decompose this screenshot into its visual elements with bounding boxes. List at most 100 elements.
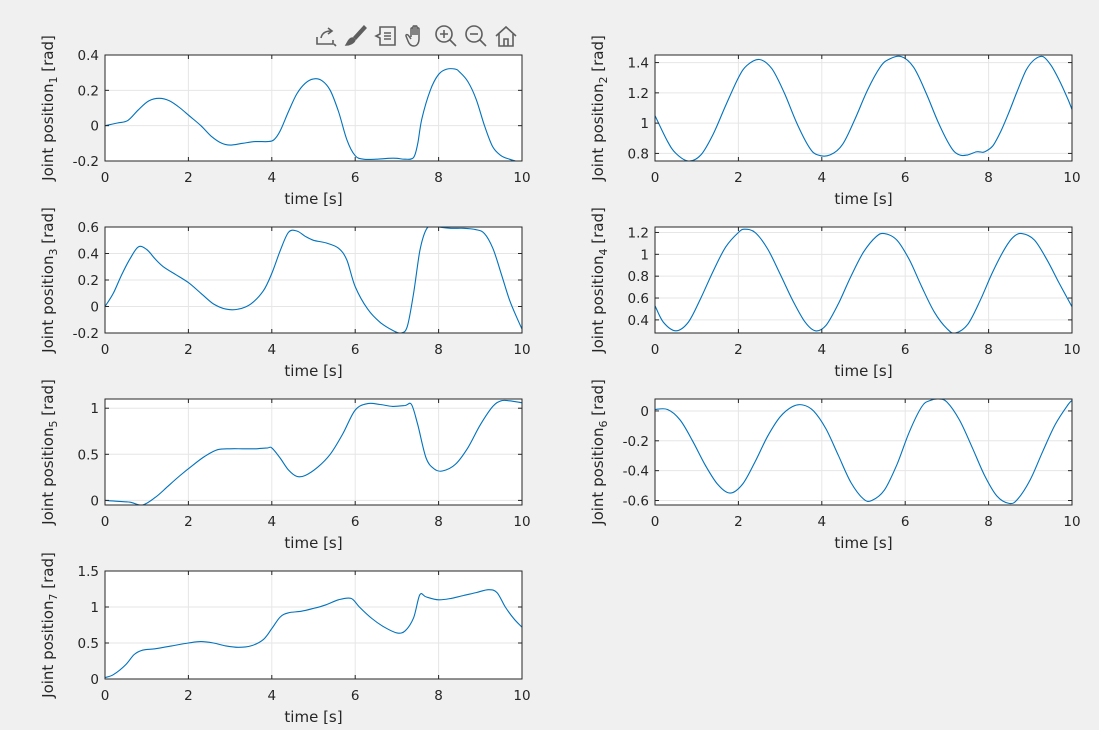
axes-box: [654, 226, 1073, 334]
subplot-4[interactable]: 0 2 4 6 8 10 0.4 0.6 0.8 1 1.2 time [s] Joint positi…: [589, 207, 1081, 380]
x-tick-label: 0: [651, 170, 660, 186]
x-tick-label: 0: [101, 342, 110, 358]
zoom-out-button[interactable]: [462, 22, 490, 50]
y-tick-label: 0.2: [78, 83, 99, 99]
axes-toolbar: [312, 22, 520, 50]
y-tick-label: 1.5: [78, 564, 99, 580]
axes-background: [105, 571, 522, 679]
x-tick-label: 4: [818, 170, 827, 186]
x-axis-label: time [s]: [834, 534, 892, 552]
x-axis-label: time [s]: [284, 534, 342, 552]
data-tips-button[interactable]: [372, 22, 400, 50]
series-line-1: [655, 55, 1072, 161]
axes-background: [655, 227, 1072, 333]
y-label-suffix: [rad]: [39, 379, 57, 420]
y-tick-label: -0.2: [73, 154, 99, 170]
export-button[interactable]: [312, 22, 340, 50]
x-tick-label: 8: [984, 514, 993, 530]
series-line-1: [655, 228, 1072, 333]
x-axis-label: time [s]: [834, 190, 892, 208]
x-tick-label: 2: [734, 514, 743, 530]
y-label-suffix: [rad]: [39, 552, 57, 593]
subplot-7[interactable]: 0 2 4 6 8 10 0 0.5 1 1.5 time [s] Joint position7 […: [39, 552, 531, 726]
zoom-out-icon: [465, 25, 487, 47]
brush-button[interactable]: [342, 22, 370, 50]
axes-box: [104, 570, 523, 680]
y-label-prefix: Joint position: [39, 84, 57, 182]
y-label-prefix: Joint position: [589, 428, 607, 526]
x-axis-label: time [s]: [284, 190, 342, 208]
x-tick-label: 10: [513, 514, 530, 530]
x-tick-label: 8: [434, 514, 443, 530]
y-axis-label: Joint position2 [rad]: [589, 35, 610, 182]
y-tick-label: -0.4: [623, 464, 649, 480]
x-tick-label: 8: [984, 342, 993, 358]
x-tick-label: 0: [101, 514, 110, 530]
y-tick-label: 0.8: [628, 146, 649, 162]
y-label-suffix: [rad]: [589, 207, 607, 248]
axes-box: [654, 54, 1073, 162]
home-icon: [495, 25, 517, 47]
y-label-subscript: 4: [597, 249, 610, 256]
x-tick-label: 8: [984, 170, 993, 186]
x-tick-label: 4: [818, 342, 827, 358]
home-button[interactable]: [492, 22, 520, 50]
y-tick-label: 1: [640, 247, 649, 263]
x-tick-label: 10: [1063, 170, 1080, 186]
y-tick-label: 1.2: [628, 225, 649, 241]
x-tick-label: 0: [651, 342, 660, 358]
export-icon: [316, 27, 337, 47]
y-label-suffix: [rad]: [589, 35, 607, 76]
zoom-in-icon: [435, 25, 457, 47]
x-tick-label: 10: [1063, 514, 1080, 530]
y-label-subscript: 3: [47, 249, 60, 256]
x-tick-label: 6: [351, 688, 360, 704]
y-tick-label: 0.8: [628, 269, 649, 285]
series-line-1: [105, 227, 522, 333]
x-tick-label: 8: [434, 688, 443, 704]
x-tick-label: 2: [734, 170, 743, 186]
x-axis-label: time [s]: [284, 362, 342, 380]
x-tick-label: 2: [184, 688, 193, 704]
x-tick-label: 0: [101, 170, 110, 186]
x-tick-label: 4: [818, 514, 827, 530]
y-axis-label: Joint position3 [rad]: [39, 207, 60, 354]
y-tick-label: -0.2: [73, 326, 99, 342]
y-label-prefix: Joint position: [589, 256, 607, 354]
y-tick-label: 1: [90, 401, 99, 417]
y-tick-label: 0.6: [78, 220, 99, 236]
series-line-1: [105, 589, 522, 679]
y-axis-label: Joint position7 [rad]: [39, 552, 60, 699]
x-tick-label: 4: [268, 688, 277, 704]
y-axis-label: Joint position1 [rad]: [39, 35, 60, 182]
y-tick-label: 0.6: [628, 291, 649, 307]
y-tick-label: 1.2: [628, 86, 649, 102]
y-axis-label: Joint position6 [rad]: [589, 379, 610, 526]
subplot-5[interactable]: 0 2 4 6 8 10 0 0.5 1 time [s] Joint position5 [rad…: [39, 379, 531, 552]
pan-button[interactable]: [402, 22, 430, 50]
series-line-1: [105, 68, 522, 161]
y-axis-label: Joint position5 [rad]: [39, 379, 60, 526]
y-tick-label: 0.4: [78, 48, 99, 64]
y-tick-label: 1: [90, 600, 99, 616]
y-tick-label: -0.6: [623, 494, 649, 510]
x-tick-label: 10: [1063, 342, 1080, 358]
y-label-subscript: 1: [47, 77, 60, 84]
axes-background: [655, 399, 1072, 505]
x-tick-label: 4: [268, 342, 277, 358]
axes-box: [654, 398, 1073, 506]
x-tick-label: 2: [184, 342, 193, 358]
y-label-subscript: 6: [597, 421, 610, 428]
axes-background: [105, 55, 522, 161]
zoom-in-button[interactable]: [432, 22, 460, 50]
series-line-1: [105, 399, 522, 505]
y-axis-label: Joint position4 [rad]: [589, 207, 610, 354]
subplot-6[interactable]: 0 2 4 6 8 10 -0.6 -0.4 -0.2 0 time [s] Joint positi…: [589, 379, 1081, 552]
x-tick-label: 10: [513, 688, 530, 704]
x-tick-label: 0: [101, 688, 110, 704]
x-tick-label: 2: [184, 514, 193, 530]
